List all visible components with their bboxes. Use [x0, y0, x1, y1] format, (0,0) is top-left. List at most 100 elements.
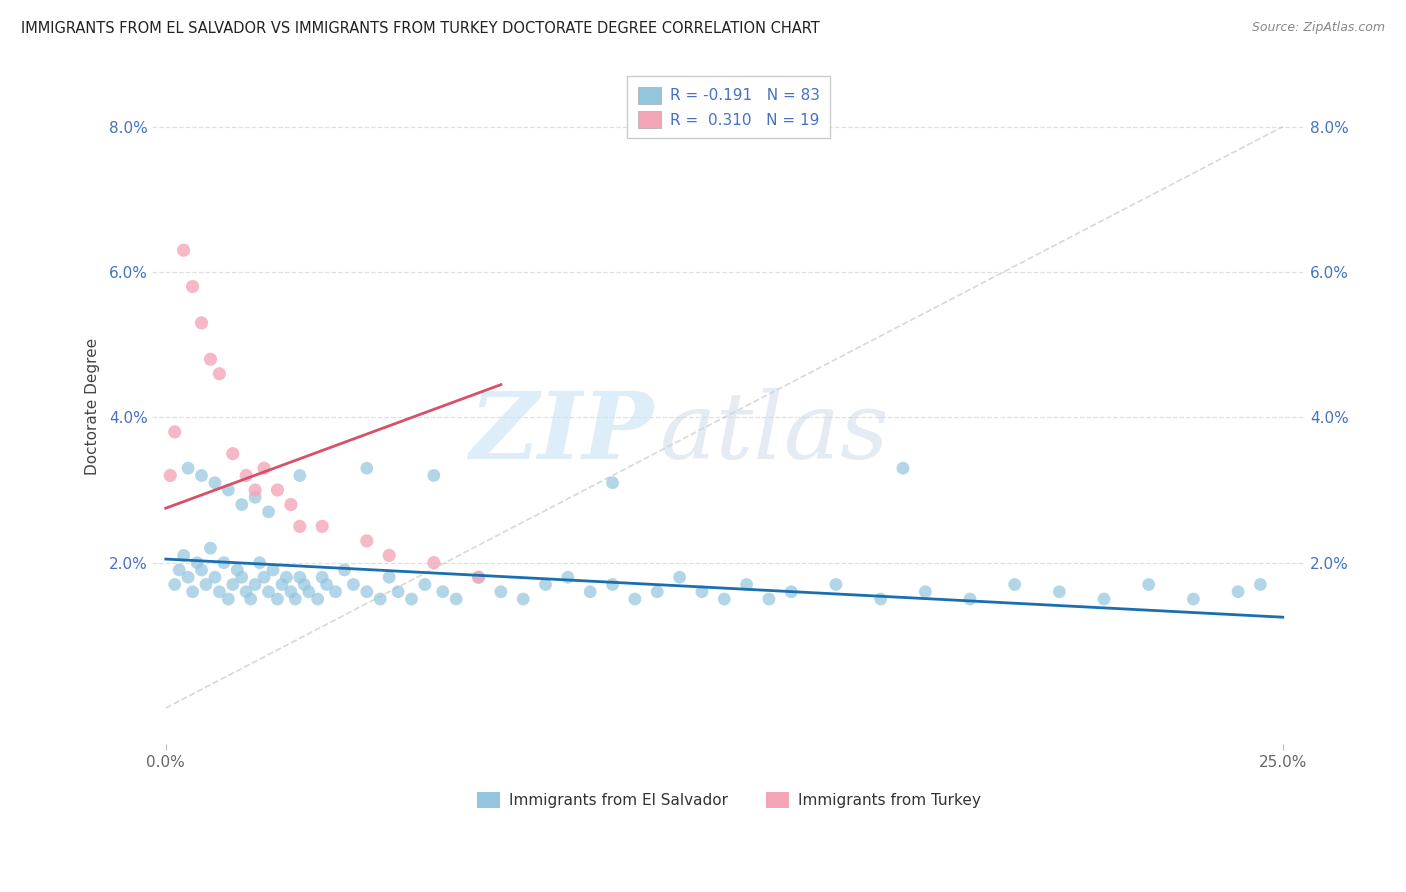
Point — [690, 584, 713, 599]
Point — [173, 243, 195, 257]
Point — [217, 483, 239, 497]
Point — [432, 584, 454, 599]
Point — [413, 577, 436, 591]
Point — [208, 367, 231, 381]
Point — [387, 584, 409, 599]
Point — [315, 577, 337, 591]
Point — [298, 584, 321, 599]
Point — [195, 577, 218, 591]
Point — [181, 584, 204, 599]
Point — [467, 570, 489, 584]
Point — [288, 468, 311, 483]
Legend: Immigrants from El Salvador, Immigrants from Turkey: Immigrants from El Salvador, Immigrants … — [471, 786, 987, 814]
Point — [280, 584, 302, 599]
Point — [1137, 577, 1160, 591]
Point — [190, 563, 212, 577]
Point — [914, 584, 936, 599]
Text: Source: ZipAtlas.com: Source: ZipAtlas.com — [1251, 21, 1385, 35]
Point — [1182, 592, 1205, 607]
Point — [333, 563, 356, 577]
Text: atlas: atlas — [659, 389, 889, 478]
Point — [257, 505, 280, 519]
Point — [177, 570, 200, 584]
Point — [423, 468, 446, 483]
Point — [891, 461, 914, 475]
Point — [243, 490, 266, 504]
Point — [243, 577, 266, 591]
Point — [249, 556, 271, 570]
Point — [1004, 577, 1026, 591]
Point — [186, 556, 208, 570]
Point — [1227, 584, 1250, 599]
Point — [173, 549, 195, 563]
Point — [624, 592, 647, 607]
Point — [1249, 577, 1271, 591]
Point — [758, 592, 780, 607]
Point — [557, 570, 579, 584]
Point — [378, 570, 401, 584]
Point — [489, 584, 512, 599]
Point — [668, 570, 690, 584]
Text: IMMIGRANTS FROM EL SALVADOR VS IMMIGRANTS FROM TURKEY DOCTORATE DEGREE CORRELATI: IMMIGRANTS FROM EL SALVADOR VS IMMIGRANT… — [21, 21, 820, 37]
Point — [190, 468, 212, 483]
Point — [311, 570, 333, 584]
Point — [200, 352, 222, 367]
Point — [204, 570, 226, 584]
Point — [190, 316, 212, 330]
Point — [253, 461, 276, 475]
Point — [212, 556, 235, 570]
Point — [579, 584, 602, 599]
Point — [231, 498, 253, 512]
Point — [512, 592, 534, 607]
Point — [325, 584, 347, 599]
Y-axis label: Doctorate Degree: Doctorate Degree — [86, 338, 100, 475]
Point — [292, 577, 315, 591]
Point — [735, 577, 758, 591]
Point — [200, 541, 222, 556]
Point — [368, 592, 391, 607]
Point — [257, 584, 280, 599]
Point — [602, 577, 624, 591]
Point — [423, 556, 446, 570]
Point — [602, 475, 624, 490]
Point — [280, 498, 302, 512]
Point — [159, 468, 181, 483]
Point — [356, 461, 378, 475]
Point — [444, 592, 467, 607]
Point — [167, 563, 190, 577]
Point — [235, 584, 257, 599]
Point — [284, 592, 307, 607]
Point — [208, 584, 231, 599]
Point — [401, 592, 423, 607]
Text: ZIP: ZIP — [470, 389, 654, 478]
Point — [276, 570, 298, 584]
Point — [1047, 584, 1070, 599]
Point — [181, 279, 204, 293]
Point — [243, 483, 266, 497]
Point — [222, 447, 245, 461]
Point — [959, 592, 981, 607]
Point — [713, 592, 735, 607]
Point — [378, 549, 401, 563]
Point — [825, 577, 848, 591]
Point — [266, 592, 288, 607]
Point — [311, 519, 333, 533]
Point — [307, 592, 329, 607]
Point — [534, 577, 557, 591]
Point — [356, 533, 378, 548]
Point — [253, 570, 276, 584]
Point — [235, 468, 257, 483]
Point — [163, 577, 186, 591]
Point — [342, 577, 364, 591]
Point — [226, 563, 249, 577]
Point — [177, 461, 200, 475]
Point — [204, 475, 226, 490]
Point — [262, 563, 284, 577]
Point — [869, 592, 891, 607]
Point — [239, 592, 262, 607]
Point — [288, 570, 311, 584]
Point — [467, 570, 489, 584]
Point — [217, 592, 239, 607]
Point — [266, 483, 288, 497]
Point — [163, 425, 186, 439]
